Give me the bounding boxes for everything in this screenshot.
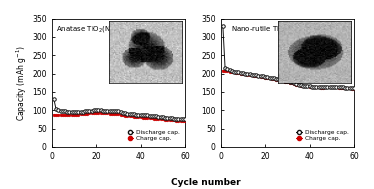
Text: Cycle number: Cycle number: [171, 178, 240, 187]
Text: Anatase TiO$_2$(N,F): Anatase TiO$_2$(N,F): [56, 24, 120, 34]
Y-axis label: Capacity (mAh g$^{-1}$): Capacity (mAh g$^{-1}$): [15, 45, 30, 121]
Legend: Discharge cap., Charge cap.: Discharge cap., Charge cap.: [128, 129, 180, 141]
Text: Nano-rutile TiO$_2$(N,F): Nano-rutile TiO$_2$(N,F): [231, 24, 306, 34]
Legend: Discharge cap., Charge cap.: Discharge cap., Charge cap.: [297, 129, 349, 141]
